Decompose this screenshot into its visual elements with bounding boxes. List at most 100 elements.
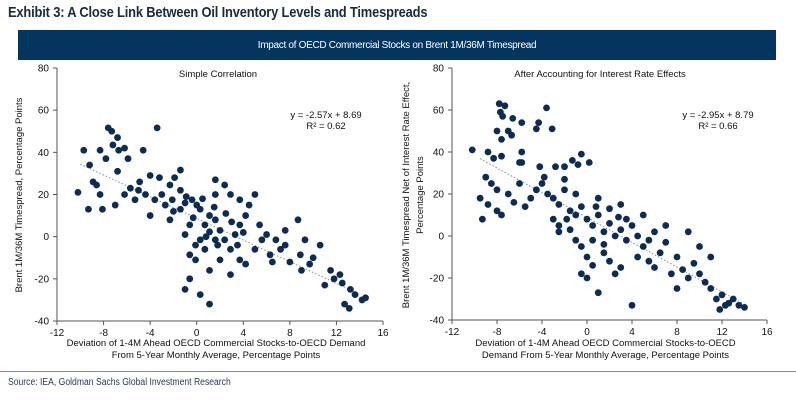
data-point [171,174,178,182]
data-point [327,267,335,274]
data-point [501,102,509,110]
data-point [690,259,698,267]
data-point [251,245,259,253]
data-point [211,176,219,184]
y-tick-label: -20 [35,274,50,285]
data-point [306,260,314,268]
x-tick-label: 4 [241,328,247,339]
data-point [521,203,529,211]
data-point [345,304,353,312]
data-point [589,262,597,269]
data-point [99,205,106,213]
chart-subtitle: Simple Correlation [179,69,257,80]
data-point [196,205,204,213]
data-point [336,271,344,279]
data-point [227,245,234,253]
y-tick-label: 0 [43,232,49,243]
x-tick-label: 0 [194,328,200,339]
data-point [158,191,166,198]
data-point [216,256,224,264]
data-point [577,270,585,278]
data-point [510,199,518,206]
data-point [206,300,213,308]
y-tick-label: 80 [433,64,445,75]
data-point [301,236,309,244]
data-point [210,203,218,211]
data-point [227,271,234,279]
data-point [498,136,505,143]
x-tick-label: -4 [538,327,547,338]
data-point [594,211,602,219]
data-point [617,226,625,234]
data-point [170,207,177,215]
data-point [362,294,369,302]
data-point [493,186,501,194]
data-point [211,216,219,224]
data-point [186,221,194,229]
data-point [74,188,82,196]
data-point [679,266,687,273]
y-axis-label: Percentage Points [415,156,426,234]
data-point [718,291,726,299]
data-point [563,215,571,223]
y-tick-label: 20 [433,190,445,201]
data-point [298,267,305,274]
data-point [572,236,580,244]
data-point [182,193,190,201]
data-point [256,221,263,229]
data-point [600,241,608,248]
data-point [606,205,613,213]
x-tick-label: -12 [445,327,460,338]
data-point [577,203,585,211]
data-point [80,146,88,154]
data-point [527,194,535,202]
data-point [181,231,189,238]
data-point [493,207,501,215]
data-point [102,155,110,163]
data-point [729,295,737,303]
x-tick-label: 16 [377,328,389,339]
y-axis-label: Brent 1M/36M Timespread Net of Interest … [401,82,412,308]
data-point [482,173,490,181]
data-point [549,194,557,202]
data-point [136,178,144,186]
data-point [268,258,276,266]
data-point [206,228,213,236]
data-point [662,222,670,229]
data-point [611,270,619,278]
data-point [617,264,625,271]
data-point [725,299,733,307]
data-point [242,260,250,268]
y-tick-label: 80 [38,64,50,75]
data-point [484,201,492,208]
data-point [656,249,664,257]
data-point [566,226,574,234]
data-point [617,201,625,208]
data-point [126,184,134,192]
data-point [186,251,194,259]
data-point [684,274,692,282]
data-point [177,186,184,194]
data-point [151,196,159,204]
y-tick-label: 60 [433,106,445,117]
data-point [577,243,585,250]
data-point [202,233,210,241]
y-tick-label: 40 [433,148,445,159]
x-axis-label: From 5-Year Monthly Average, Percentage … [112,350,321,361]
data-point [166,216,174,224]
data-point [543,104,550,112]
data-point [86,161,93,169]
data-point [196,291,204,299]
data-point [628,301,636,309]
data-point [341,300,348,308]
data-point [561,186,568,194]
data-point [561,175,568,183]
data-point [516,159,523,166]
data-point [518,148,526,156]
data-point [518,119,526,126]
data-point [536,163,544,171]
data-point [234,241,241,249]
x-tick-label: 12 [331,328,343,339]
data-point [181,199,189,207]
x-tick-label: -8 [493,327,502,338]
